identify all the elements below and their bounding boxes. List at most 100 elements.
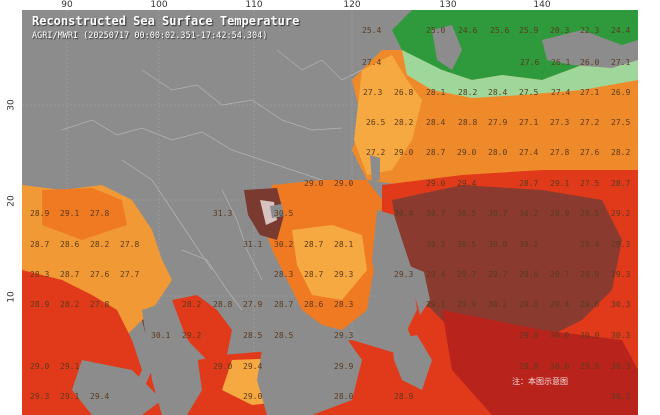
sst-value-label: 29.1 xyxy=(426,300,445,309)
sst-value-label: 27.6 xyxy=(90,270,109,279)
sst-value-label: 27.1 xyxy=(611,58,630,67)
lon-tick: 140 xyxy=(533,0,551,10)
lon-tick: 110 xyxy=(245,0,263,10)
sst-value-label: 29.3 xyxy=(334,270,353,279)
korea-land xyxy=(432,25,462,70)
sst-value-label: 29.1 xyxy=(60,392,79,401)
sst-value-label: 29.8 xyxy=(519,331,538,340)
sst-value-label: 24.6 xyxy=(458,26,477,35)
sst-value-label: 27.1 xyxy=(580,88,599,97)
map-subtitle: AGRI/MWRI (20250717 00:00:02.351-17:42:5… xyxy=(32,31,268,41)
sst-value-label: 30.2 xyxy=(426,240,445,249)
sst-value-label: 29.4 xyxy=(426,270,445,279)
sst-value-label: 30.5 xyxy=(457,240,476,249)
sea-cool-band xyxy=(402,50,638,98)
sst-value-label: 28.4 xyxy=(488,88,507,97)
sst-value-label: 26.1 xyxy=(551,58,570,67)
sst-value-label: 28.5 xyxy=(243,331,262,340)
sst-value-label: 26.0 xyxy=(580,58,599,67)
sst-value-label: 29.0 xyxy=(30,362,49,371)
sst-value-label: 29.6 xyxy=(519,270,538,279)
sst-value-label: 27.1 xyxy=(519,118,538,127)
sea-pacific-south-warm xyxy=(442,310,638,415)
sst-value-label: 28.2 xyxy=(611,148,630,157)
sst-value-label: 27.7 xyxy=(120,270,139,279)
sst-value-label: 29.8 xyxy=(580,362,599,371)
sst-value-label: 26.9 xyxy=(611,88,630,97)
sst-value-label: 29.3 xyxy=(334,331,353,340)
sst-value-label: 28.3 xyxy=(274,270,293,279)
sst-value-label: 25.4 xyxy=(362,26,381,35)
sst-value-label: 29.3 xyxy=(611,240,630,249)
philippines-land xyxy=(372,210,417,330)
sst-value-label: 30.4 xyxy=(394,209,413,218)
sst-value-label: 29.2 xyxy=(611,209,630,218)
sea-coast-strip xyxy=(354,55,422,175)
sst-value-label: 29.6 xyxy=(580,300,599,309)
sst-value-label: 28.7 xyxy=(274,300,293,309)
sst-value-label: 29.8 xyxy=(519,300,538,309)
sst-value-label: 29.1 xyxy=(550,179,569,188)
lon-tick: 100 xyxy=(150,0,168,10)
sst-value-label: 30.7 xyxy=(488,209,507,218)
sst-value-labels: 25.4 25.0 24.6 25.6 25.9 20.3 22.3 24.4 27.4 27.6… xyxy=(30,26,630,401)
sst-value-label: 28.8 xyxy=(213,300,232,309)
peninsula-land xyxy=(142,300,202,415)
sst-value-label: 27.4 xyxy=(551,88,570,97)
sst-value-label: 27.8 xyxy=(90,209,109,218)
sst-value-label: 30.3 xyxy=(611,362,630,371)
sst-value-label: 26.5 xyxy=(366,118,385,127)
sst-value-label: 20.3 xyxy=(550,26,569,35)
sst-value-label: 30.2 xyxy=(611,392,630,401)
sst-value-label: 30.0 xyxy=(550,362,569,371)
sst-value-label: 28.5 xyxy=(274,331,293,340)
sst-value-label: 30.0 xyxy=(488,240,507,249)
sst-value-label: 28.2 xyxy=(394,118,413,127)
sst-value-label: 28.4 xyxy=(426,118,445,127)
sst-value-label: 30.3 xyxy=(611,331,630,340)
borneo-land xyxy=(257,330,362,415)
sst-value-label: 29.4 xyxy=(580,240,599,249)
sst-value-label: 29.4 xyxy=(90,392,109,401)
lon-tick: 90 xyxy=(61,0,73,10)
sst-value-label: 30.0 xyxy=(580,331,599,340)
sst-value-label: 28.1 xyxy=(426,88,445,97)
sst-value-label: 22.3 xyxy=(580,26,599,35)
sst-value-label: 28.0 xyxy=(488,148,507,157)
sst-value-label: 30.2 xyxy=(519,240,538,249)
sst-value-label: 28.1 xyxy=(334,240,353,249)
sst-value-label: 30.1 xyxy=(151,331,170,340)
sst-value-label: 31.1 xyxy=(243,240,262,249)
sea-pacific-warm xyxy=(392,185,622,350)
sst-value-label: 29.7 xyxy=(457,270,476,279)
sst-value-label: 30.2 xyxy=(519,209,538,218)
sst-value-label: 27.5 xyxy=(611,118,630,127)
sst-value-label: 28.7 xyxy=(304,240,323,249)
sst-map[interactable]: 25.4 25.0 24.6 25.6 25.9 20.3 22.3 24.4 27.4 27.6… xyxy=(22,10,638,415)
sst-value-label: 29.4 xyxy=(550,300,569,309)
sst-value-label: 31.3 xyxy=(213,209,232,218)
sst-value-label: 30.7 xyxy=(426,209,445,218)
sst-value-label: 28.0 xyxy=(334,392,353,401)
sst-value-label: 28.7 xyxy=(611,179,630,188)
sst-value-label: 27.4 xyxy=(519,148,538,157)
sst-value-label: 28.9 xyxy=(30,300,49,309)
lat-tick: 30 xyxy=(6,99,17,111)
sst-value-label: 30.2 xyxy=(274,240,293,249)
lat-tick: 20 xyxy=(6,195,17,207)
sst-value-label: 29.1 xyxy=(60,362,79,371)
sst-value-label: 29.0 xyxy=(457,148,476,157)
sst-value-label: 28.6 xyxy=(60,240,79,249)
sst-value-label: 27.5 xyxy=(580,179,599,188)
sst-value-label: 27.8 xyxy=(550,148,569,157)
sst-value-label: 29.9 xyxy=(457,300,476,309)
sst-value-label: 27.8 xyxy=(120,240,139,249)
sst-value-label: 27.6 xyxy=(520,58,539,67)
sst-value-label: 29.7 xyxy=(550,270,569,279)
sst-value-label: 29.7 xyxy=(488,270,507,279)
sst-value-label: 30.2 xyxy=(488,300,507,309)
sst-value-label: 29.3 xyxy=(394,270,413,279)
sst-value-label: 29.0 xyxy=(243,392,262,401)
map-watermark: 注：本图示意图 xyxy=(512,377,568,386)
